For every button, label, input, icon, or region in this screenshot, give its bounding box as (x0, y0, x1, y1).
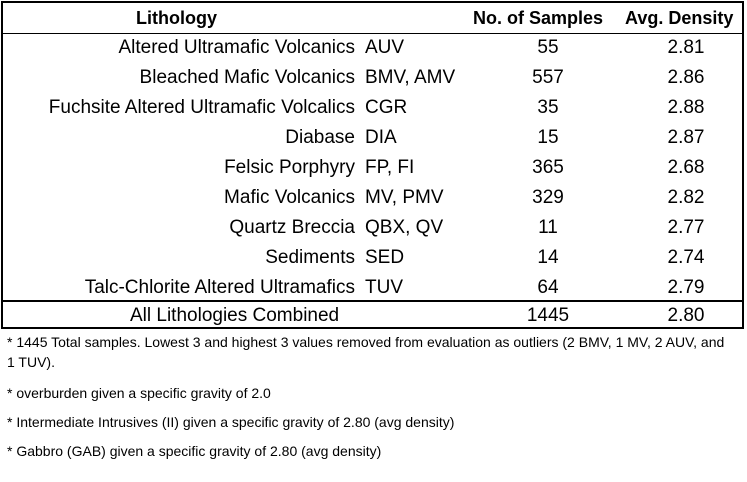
table-header-row: Lithology No. of Samples Avg. Density (3, 3, 742, 34)
table-row: Sediments SED 14 2.74 (3, 243, 742, 273)
table-row: Diabase DIA 15 2.87 (3, 123, 742, 153)
footnotes: * 1445 Total samples. Lowest 3 and highe… (7, 332, 727, 461)
sample-count: 15 (537, 127, 559, 148)
lithology-code: FP, FI (365, 157, 415, 178)
lithology-name: Altered Ultramafic Volcanics (118, 37, 355, 58)
avg-density: 2.82 (667, 187, 705, 208)
total-sample-count: 1445 (526, 305, 570, 326)
lithology-code: SED (365, 247, 405, 268)
avg-density: 2.86 (667, 67, 705, 88)
avg-density: 2.68 (667, 157, 705, 178)
avg-density: 2.87 (667, 127, 705, 148)
table-body: Altered Ultramafic Volcanics AUV 55 2.81… (3, 33, 742, 303)
sample-count: 365 (532, 157, 564, 178)
density-table: Lithology No. of Samples Avg. Density Al… (1, 1, 744, 329)
lithology-name: Sediments (265, 247, 355, 268)
sample-count: 35 (537, 97, 559, 118)
lithology-name: Talc-Chlorite Altered Ultramafics (84, 277, 355, 298)
table-row: Bleached Mafic Volcanics BMV, AMV 557 2.… (3, 63, 742, 93)
header-samples: No. of Samples (473, 8, 604, 28)
avg-density: 2.79 (667, 277, 705, 298)
avg-density: 2.81 (667, 37, 705, 58)
total-label: All Lithologies Combined (130, 305, 340, 326)
footnote-gabbro: * Gabbro (GAB) given a specific gravity … (7, 443, 382, 459)
sample-count: 329 (532, 187, 564, 208)
lithology-name: Diabase (285, 127, 355, 148)
footnote-total-samples: * 1445 Total samples. Lowest 3 and highe… (7, 334, 725, 370)
total-avg-density: 2.80 (667, 305, 705, 326)
lithology-name: Fuchsite Altered Ultramafic Volcalics (48, 97, 355, 118)
lithology-code: AUV (365, 37, 405, 58)
lithology-name: Mafic Volcanics (224, 187, 355, 208)
avg-density: 2.77 (667, 217, 705, 238)
table-row: Altered Ultramafic Volcanics AUV 55 2.81 (3, 33, 742, 63)
footnote-overburden: * overburden given a specific gravity of… (7, 385, 271, 401)
lithology-code: DIA (365, 127, 397, 148)
lithology-code: QBX, QV (365, 217, 444, 238)
lithology-code: TUV (365, 277, 403, 298)
sample-count: 11 (538, 217, 558, 238)
header-density: Avg. Density (625, 8, 734, 28)
header-lithology: Lithology (136, 8, 217, 28)
table-row: Mafic Volcanics MV, PMV 329 2.82 (3, 183, 742, 213)
table-row: Talc-Chlorite Altered Ultramafics TUV 64… (3, 273, 742, 303)
table-total-row: All Lithologies Combined 1445 2.80 (3, 300, 742, 329)
table-row: Felsic Porphyry FP, FI 365 2.68 (3, 153, 742, 183)
lithology-code: BMV, AMV (365, 67, 456, 88)
table-row: Fuchsite Altered Ultramafic Volcalics CG… (3, 93, 742, 123)
lithology-name: Quartz Breccia (229, 217, 355, 238)
lithology-code: CGR (365, 97, 408, 118)
footnote-intermediate-intrusives: * Intermediate Intrusives (II) given a s… (7, 414, 455, 430)
lithology-name: Felsic Porphyry (224, 157, 355, 178)
sample-count: 14 (537, 247, 559, 268)
lithology-name: Bleached Mafic Volcanics (139, 67, 355, 88)
avg-density: 2.74 (667, 247, 705, 268)
sample-count: 55 (537, 37, 559, 58)
table-row: Quartz Breccia QBX, QV 11 2.77 (3, 213, 742, 243)
sample-count: 557 (532, 67, 564, 88)
avg-density: 2.88 (667, 97, 705, 118)
lithology-code: MV, PMV (365, 187, 444, 208)
sample-count: 64 (537, 277, 559, 298)
